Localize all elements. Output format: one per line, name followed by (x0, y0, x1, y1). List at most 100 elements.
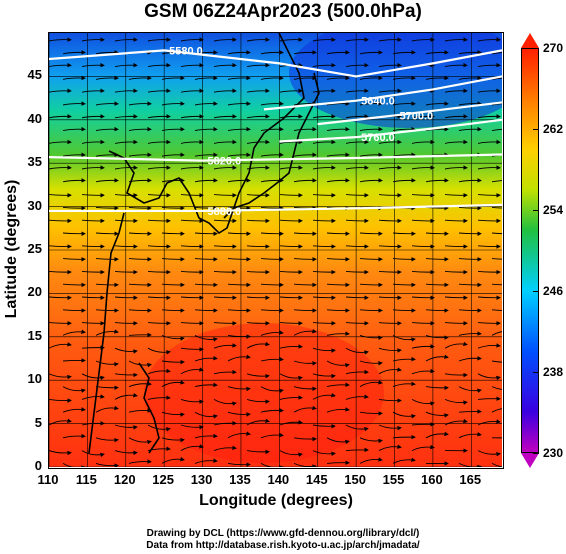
streamline (128, 257, 152, 262)
streamline (392, 381, 416, 388)
streamline (293, 328, 317, 336)
colorbar-tick (533, 453, 539, 454)
streamline (194, 178, 218, 183)
streamline (180, 114, 204, 119)
y-tick-label: 10 (27, 371, 42, 387)
streamline (411, 422, 435, 427)
streamline (392, 75, 416, 81)
streamline (260, 257, 284, 262)
streamline (128, 381, 152, 388)
streamline (491, 206, 502, 209)
streamline (213, 88, 237, 94)
streamline (114, 88, 138, 94)
streamline (246, 373, 270, 379)
streamline (279, 193, 303, 198)
streamline (477, 269, 501, 275)
streamline (312, 295, 336, 300)
streamline (378, 62, 402, 68)
streamline (359, 282, 383, 288)
streamline (326, 382, 350, 388)
streamline (326, 178, 350, 183)
streamline (114, 139, 138, 145)
footer-credit-dcl: Drawing by DCL (https://www.gfd-dennou.o… (146, 528, 420, 539)
streamline (491, 408, 502, 413)
streamline (147, 62, 171, 68)
y-tick-label: 5 (34, 414, 42, 430)
streamline (49, 295, 72, 300)
streamline (477, 396, 501, 401)
streamline (128, 282, 152, 288)
streamline (345, 321, 369, 326)
streamline (81, 37, 105, 42)
streamline (194, 152, 218, 158)
streamline (260, 330, 284, 336)
streamline (114, 62, 138, 68)
streamline (293, 257, 317, 262)
streamline (312, 37, 336, 42)
streamline (392, 126, 416, 132)
x-tick-label: 150 (344, 472, 366, 487)
streamline (260, 386, 284, 394)
streamline (161, 456, 185, 464)
streamline (227, 205, 251, 211)
streamline (227, 354, 251, 362)
streamline (147, 424, 171, 432)
streamline (326, 126, 350, 132)
streamline (81, 244, 105, 249)
streamline (293, 282, 317, 288)
streamline (293, 386, 317, 392)
streamline (491, 283, 502, 286)
streamline (161, 437, 185, 443)
streamline (425, 385, 449, 391)
streamline (425, 101, 449, 106)
streamline (62, 50, 86, 55)
streamline (128, 437, 152, 445)
streamline (81, 114, 105, 119)
streamline (359, 437, 383, 444)
streamline (312, 244, 336, 249)
colorbar-label: 254 (543, 203, 564, 217)
streamline (378, 218, 402, 224)
streamline (326, 460, 350, 465)
colorbar-tick (533, 48, 539, 49)
streamline (49, 165, 72, 170)
streamline (477, 321, 501, 326)
streamline (128, 332, 152, 338)
streamline (147, 446, 171, 452)
streamline (345, 369, 369, 375)
streamline (312, 450, 336, 457)
streamline (326, 407, 350, 413)
streamline (246, 88, 270, 94)
streamline (425, 257, 449, 262)
streamline (194, 411, 218, 419)
x-tick-label: 155 (382, 472, 405, 487)
streamline (128, 75, 152, 81)
streamline (49, 244, 72, 249)
streamline (425, 126, 449, 132)
streamline (194, 205, 218, 211)
streamline (114, 347, 138, 354)
streamline (293, 152, 317, 158)
streamline (425, 282, 449, 288)
streamline (312, 88, 336, 94)
streamline (194, 101, 218, 106)
streamline (359, 178, 383, 183)
x-axis-label: Longitude (degrees) (199, 492, 353, 509)
streamline (180, 424, 204, 430)
contour-line (49, 203, 502, 213)
streamline (180, 269, 204, 275)
streamline (378, 139, 402, 145)
streamline (458, 431, 482, 439)
streamline (62, 407, 86, 413)
wind-streamlines (49, 37, 502, 467)
streamline (491, 103, 502, 106)
streamline (180, 367, 204, 375)
streamline (458, 355, 482, 362)
streamline (62, 463, 86, 467)
streamline (444, 295, 468, 300)
streamline (491, 463, 502, 467)
streamline (378, 347, 402, 353)
coastlines (88, 33, 320, 454)
x-tick-label: 140 (267, 472, 290, 487)
streamline (128, 308, 152, 313)
